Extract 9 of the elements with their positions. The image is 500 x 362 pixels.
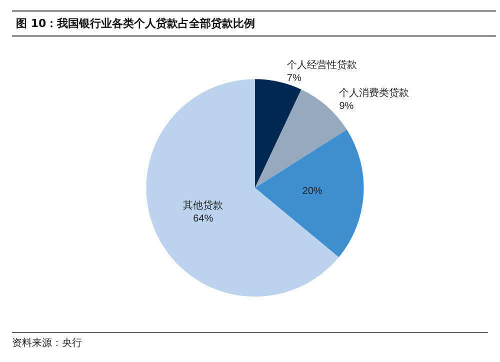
chart-title: 图 10：我国银行业各类个人贷款占全部贷款比例 bbox=[12, 10, 496, 37]
slice-label: 其他贷款 bbox=[183, 199, 224, 212]
slice-label: 个人消费类贷款 bbox=[339, 87, 410, 100]
data-label: 20% bbox=[302, 186, 322, 198]
data-label: 64% bbox=[193, 213, 214, 224]
data-label: 7% bbox=[286, 73, 302, 84]
text: 资料来源：央行 bbox=[12, 332, 488, 350]
data-label: 9% bbox=[339, 101, 354, 112]
slice-label: 个人经营性贷款 bbox=[286, 59, 357, 72]
